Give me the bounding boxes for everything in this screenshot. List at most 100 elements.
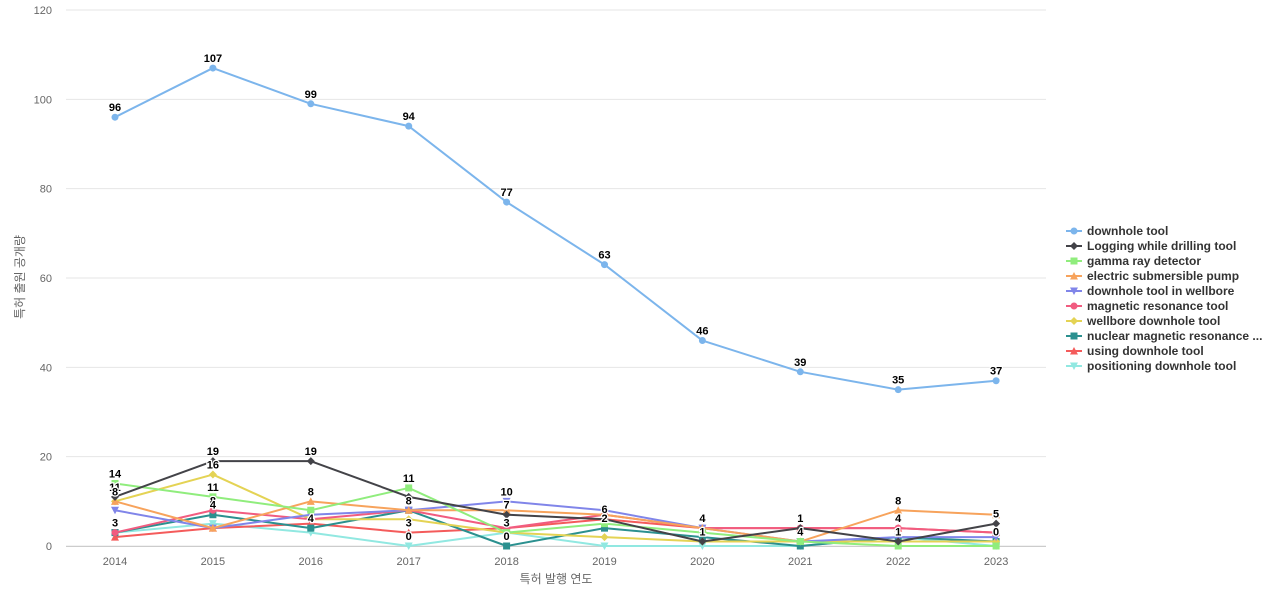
legend-item[interactable]: magnetic resonance tool — [1066, 299, 1228, 313]
data-point[interactable] — [404, 492, 413, 501]
data-point[interactable] — [894, 386, 902, 394]
legend-marker — [1070, 287, 1078, 295]
data-point[interactable] — [502, 510, 511, 519]
data-point[interactable] — [111, 497, 119, 505]
data-point[interactable] — [600, 510, 609, 519]
data-point[interactable] — [208, 520, 217, 528]
data-point[interactable] — [894, 537, 903, 546]
data-point[interactable] — [208, 470, 217, 479]
data-point[interactable] — [600, 533, 609, 542]
series-line[interactable] — [114, 500, 997, 543]
series-gamma-ray-detector[interactable] — [111, 479, 1000, 550]
data-point[interactable] — [992, 519, 1001, 528]
data-point[interactable] — [894, 506, 903, 514]
data-point[interactable] — [992, 510, 1001, 519]
data-label: 2 — [601, 513, 607, 525]
data-point[interactable] — [796, 524, 805, 533]
data-point[interactable] — [894, 533, 903, 542]
data-point[interactable] — [111, 479, 119, 487]
data-point[interactable] — [404, 528, 413, 537]
data-point[interactable] — [307, 524, 315, 532]
legend-item[interactable]: downhole tool in wellbore — [1066, 284, 1235, 298]
data-point[interactable] — [111, 533, 119, 541]
data-point[interactable] — [601, 261, 608, 269]
data-point[interactable] — [992, 377, 1000, 385]
legend-item[interactable]: gamma ray detector — [1066, 254, 1201, 268]
legend-item[interactable]: nuclear magnetic resonance ... — [1066, 329, 1262, 343]
data-point[interactable] — [209, 511, 217, 519]
series-line[interactable] — [114, 460, 997, 543]
data-point[interactable] — [111, 492, 119, 501]
legend-label: downhole tool in wellbore — [1087, 284, 1235, 298]
x-tick-label: 2015 — [201, 556, 225, 568]
data-point[interactable] — [503, 198, 511, 206]
series-logging-while-drilling-tool[interactable] — [111, 457, 1001, 546]
data-point[interactable] — [209, 493, 217, 501]
data-point[interactable] — [698, 537, 707, 546]
data-point[interactable] — [503, 529, 511, 537]
legend-label: Logging while drilling tool — [1087, 239, 1236, 253]
series-line[interactable] — [114, 482, 997, 547]
series-downhole-tool[interactable] — [111, 64, 1000, 394]
series-line[interactable] — [114, 67, 997, 391]
data-point[interactable] — [601, 520, 608, 528]
y-tick-label: 120 — [34, 5, 52, 17]
data-point[interactable] — [698, 337, 706, 345]
data-point[interactable] — [600, 515, 609, 524]
data-label: 4 — [210, 500, 217, 512]
data-point[interactable] — [600, 506, 609, 515]
y-tick-label: 100 — [34, 94, 52, 106]
series-line[interactable] — [114, 473, 997, 543]
data-point[interactable] — [796, 368, 804, 376]
data-label: 8 — [112, 486, 118, 498]
legend-item[interactable]: using downhole tool — [1066, 344, 1204, 358]
data-label: 39 — [794, 357, 806, 369]
data-label: 8 — [308, 486, 314, 498]
data-point[interactable] — [209, 506, 217, 514]
data-point[interactable] — [992, 533, 1001, 542]
data-point[interactable] — [600, 542, 609, 551]
data-point[interactable] — [111, 506, 119, 515]
series-wellbore-downhole-tool[interactable] — [111, 470, 1001, 546]
data-point[interactable] — [306, 457, 315, 466]
data-point[interactable] — [404, 506, 413, 514]
legend-item[interactable]: Logging while drilling tool — [1066, 239, 1236, 253]
data-point[interactable] — [306, 497, 315, 505]
data-point[interactable] — [502, 506, 511, 514]
data-point[interactable] — [796, 542, 804, 550]
data-point[interactable] — [208, 524, 217, 532]
legend-item[interactable]: downhole tool — [1066, 224, 1168, 238]
data-point[interactable] — [307, 515, 315, 523]
data-point[interactable] — [405, 484, 413, 492]
data-point[interactable] — [796, 538, 804, 546]
legend-item[interactable]: positioning downhole tool — [1066, 359, 1236, 373]
data-point[interactable] — [894, 524, 902, 532]
data-label: 0 — [406, 531, 412, 543]
data-point[interactable] — [405, 122, 413, 130]
x-tick-label: 2019 — [592, 556, 616, 568]
data-point[interactable] — [307, 506, 315, 514]
data-point[interactable] — [208, 457, 217, 466]
x-tick-label: 2018 — [494, 556, 518, 568]
data-point[interactable] — [894, 542, 902, 550]
series-line[interactable] — [114, 500, 997, 543]
data-point[interactable] — [698, 529, 706, 537]
data-point[interactable] — [601, 524, 608, 532]
data-label: 3 — [112, 518, 118, 530]
data-point[interactable] — [698, 533, 706, 541]
data-point[interactable] — [503, 542, 511, 550]
data-point[interactable] — [698, 542, 707, 551]
data-point[interactable] — [209, 64, 217, 72]
data-point[interactable] — [111, 113, 119, 121]
data-point[interactable] — [404, 542, 413, 551]
data-point[interactable] — [111, 529, 119, 537]
legend-label: downhole tool — [1087, 224, 1168, 238]
data-point[interactable] — [992, 542, 1000, 550]
data-point[interactable] — [502, 497, 511, 506]
legend-item[interactable]: electric submersible pump — [1066, 269, 1239, 283]
data-point[interactable] — [404, 515, 413, 524]
data-point[interactable] — [307, 100, 315, 108]
legend-item[interactable]: wellbore downhole tool — [1066, 314, 1220, 328]
